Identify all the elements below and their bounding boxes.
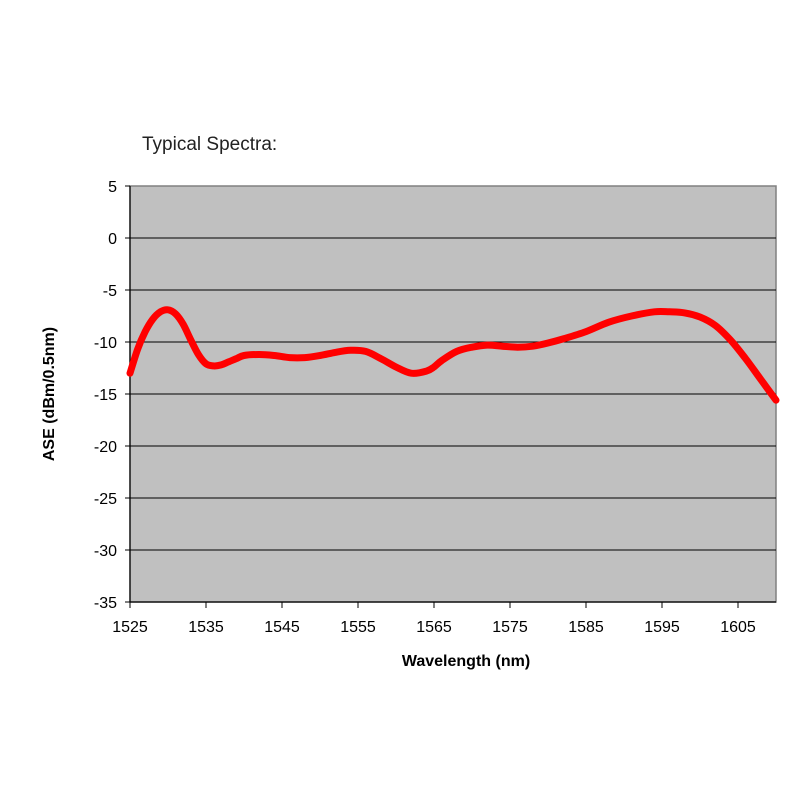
series-line <box>126 306 780 404</box>
x-tick-label: 1575 <box>492 619 528 636</box>
y-tick-label: -25 <box>94 491 117 508</box>
x-tick-label: 1545 <box>264 619 300 636</box>
x-tick-label: 1525 <box>112 619 148 636</box>
y-tick-label: -20 <box>94 439 117 456</box>
x-tick-label: 1585 <box>568 619 604 636</box>
x-tick-label: 1555 <box>340 619 376 636</box>
x-tick-label: 1565 <box>416 619 452 636</box>
x-tick-label: 1535 <box>188 619 224 636</box>
x-tick-label: 1605 <box>720 619 756 636</box>
y-tick-label: -30 <box>94 543 117 560</box>
y-tick-label: -10 <box>94 335 117 352</box>
y-tick-label: -35 <box>94 595 117 612</box>
y-axis: 5 0 -5 -10 -15 -20 -25 -30 -35 <box>94 179 131 612</box>
x-axis: 1525 1535 1545 1555 1565 1575 1585 1595 1605 <box>112 601 776 636</box>
y-tick-label: -5 <box>103 283 117 300</box>
y-tick-label: 0 <box>108 231 117 248</box>
y-tick-label: -15 <box>94 387 117 404</box>
x-tick-label: 1595 <box>644 619 680 636</box>
gridlines <box>130 237 776 551</box>
y-tick-label: 5 <box>108 179 117 196</box>
x-axis-label: Wavelength (nm) <box>402 653 530 670</box>
y-axis-label: ASE (dBm/0.5nm) <box>41 327 58 461</box>
chart-title: Typical Spectra: <box>142 134 278 155</box>
